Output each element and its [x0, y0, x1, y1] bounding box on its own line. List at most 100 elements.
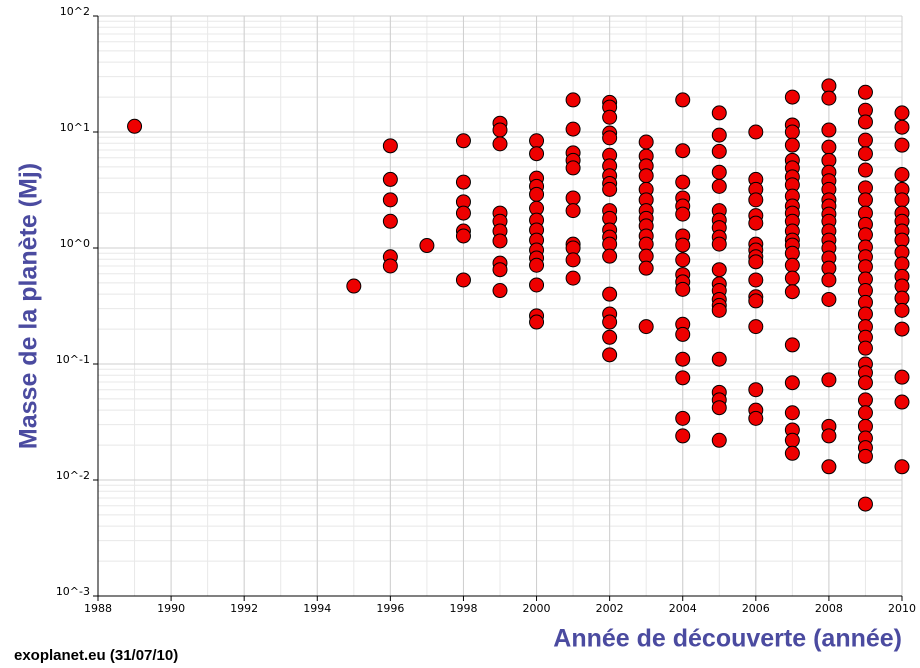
point	[675, 351, 691, 367]
point	[821, 372, 837, 388]
point	[821, 428, 837, 444]
point	[857, 375, 873, 391]
point	[748, 215, 764, 231]
point	[857, 340, 873, 356]
point	[455, 205, 471, 221]
point	[638, 260, 654, 276]
point	[382, 192, 398, 208]
point	[492, 136, 508, 152]
point	[675, 410, 691, 426]
point	[894, 369, 910, 385]
point	[675, 326, 691, 342]
y-tick-label: 10^-3	[56, 585, 90, 598]
point	[784, 89, 800, 105]
x-tick-label: 2000	[523, 602, 551, 615]
x-tick-label: 1994	[303, 602, 331, 615]
point	[784, 137, 800, 153]
point	[602, 286, 618, 302]
point	[821, 122, 837, 138]
point	[784, 405, 800, 421]
point	[821, 139, 837, 155]
point	[784, 432, 800, 448]
x-tick-label: 2010	[888, 602, 916, 615]
point	[711, 302, 727, 318]
point	[638, 319, 654, 335]
point	[784, 337, 800, 353]
point	[602, 347, 618, 363]
point	[711, 143, 727, 159]
point	[565, 121, 581, 137]
point	[675, 237, 691, 253]
point	[748, 382, 764, 398]
point	[711, 400, 727, 416]
point	[784, 375, 800, 391]
x-tick-label: 2008	[815, 602, 843, 615]
point	[455, 228, 471, 244]
x-axis-title: Année de découverte (année)	[553, 625, 902, 653]
point	[894, 137, 910, 153]
y-tick-label: 10^-1	[56, 353, 90, 366]
point	[382, 171, 398, 187]
point	[784, 257, 800, 273]
point	[857, 192, 873, 208]
point	[748, 272, 764, 288]
point	[529, 186, 545, 202]
point	[529, 314, 545, 330]
point	[602, 329, 618, 345]
point	[711, 351, 727, 367]
point	[857, 162, 873, 178]
point	[565, 252, 581, 268]
point	[748, 319, 764, 335]
point	[675, 281, 691, 297]
point	[857, 448, 873, 464]
point	[857, 132, 873, 148]
x-tick-label: 1998	[449, 602, 477, 615]
point	[821, 459, 837, 475]
point	[675, 428, 691, 444]
y-tick-label: 10^0	[60, 237, 90, 250]
point	[711, 262, 727, 278]
y-axis-title: Masse de la planète (Mj)	[15, 163, 43, 449]
point	[711, 178, 727, 194]
point	[675, 252, 691, 268]
point	[894, 192, 910, 208]
point	[382, 258, 398, 274]
point	[748, 192, 764, 208]
point	[529, 277, 545, 293]
point	[602, 314, 618, 330]
point	[529, 146, 545, 162]
point	[894, 167, 910, 183]
point	[711, 432, 727, 448]
point	[602, 109, 618, 125]
point	[602, 130, 618, 146]
x-tick-label: 1996	[376, 602, 404, 615]
point	[492, 262, 508, 278]
point	[894, 119, 910, 135]
point	[857, 392, 873, 408]
point	[565, 190, 581, 206]
point	[748, 124, 764, 140]
point	[565, 270, 581, 286]
point	[857, 146, 873, 162]
point	[857, 496, 873, 512]
point	[529, 133, 545, 149]
point	[675, 370, 691, 386]
point	[894, 321, 910, 337]
point	[894, 459, 910, 475]
point	[127, 118, 143, 134]
point	[675, 206, 691, 222]
point	[675, 143, 691, 159]
point	[711, 164, 727, 180]
x-tick-label: 2004	[669, 602, 697, 615]
point	[382, 138, 398, 154]
point	[784, 284, 800, 300]
x-tick-label: 2006	[742, 602, 770, 615]
point	[821, 272, 837, 288]
point	[821, 90, 837, 106]
point	[857, 114, 873, 130]
point	[675, 174, 691, 190]
point	[748, 254, 764, 270]
point	[492, 233, 508, 249]
